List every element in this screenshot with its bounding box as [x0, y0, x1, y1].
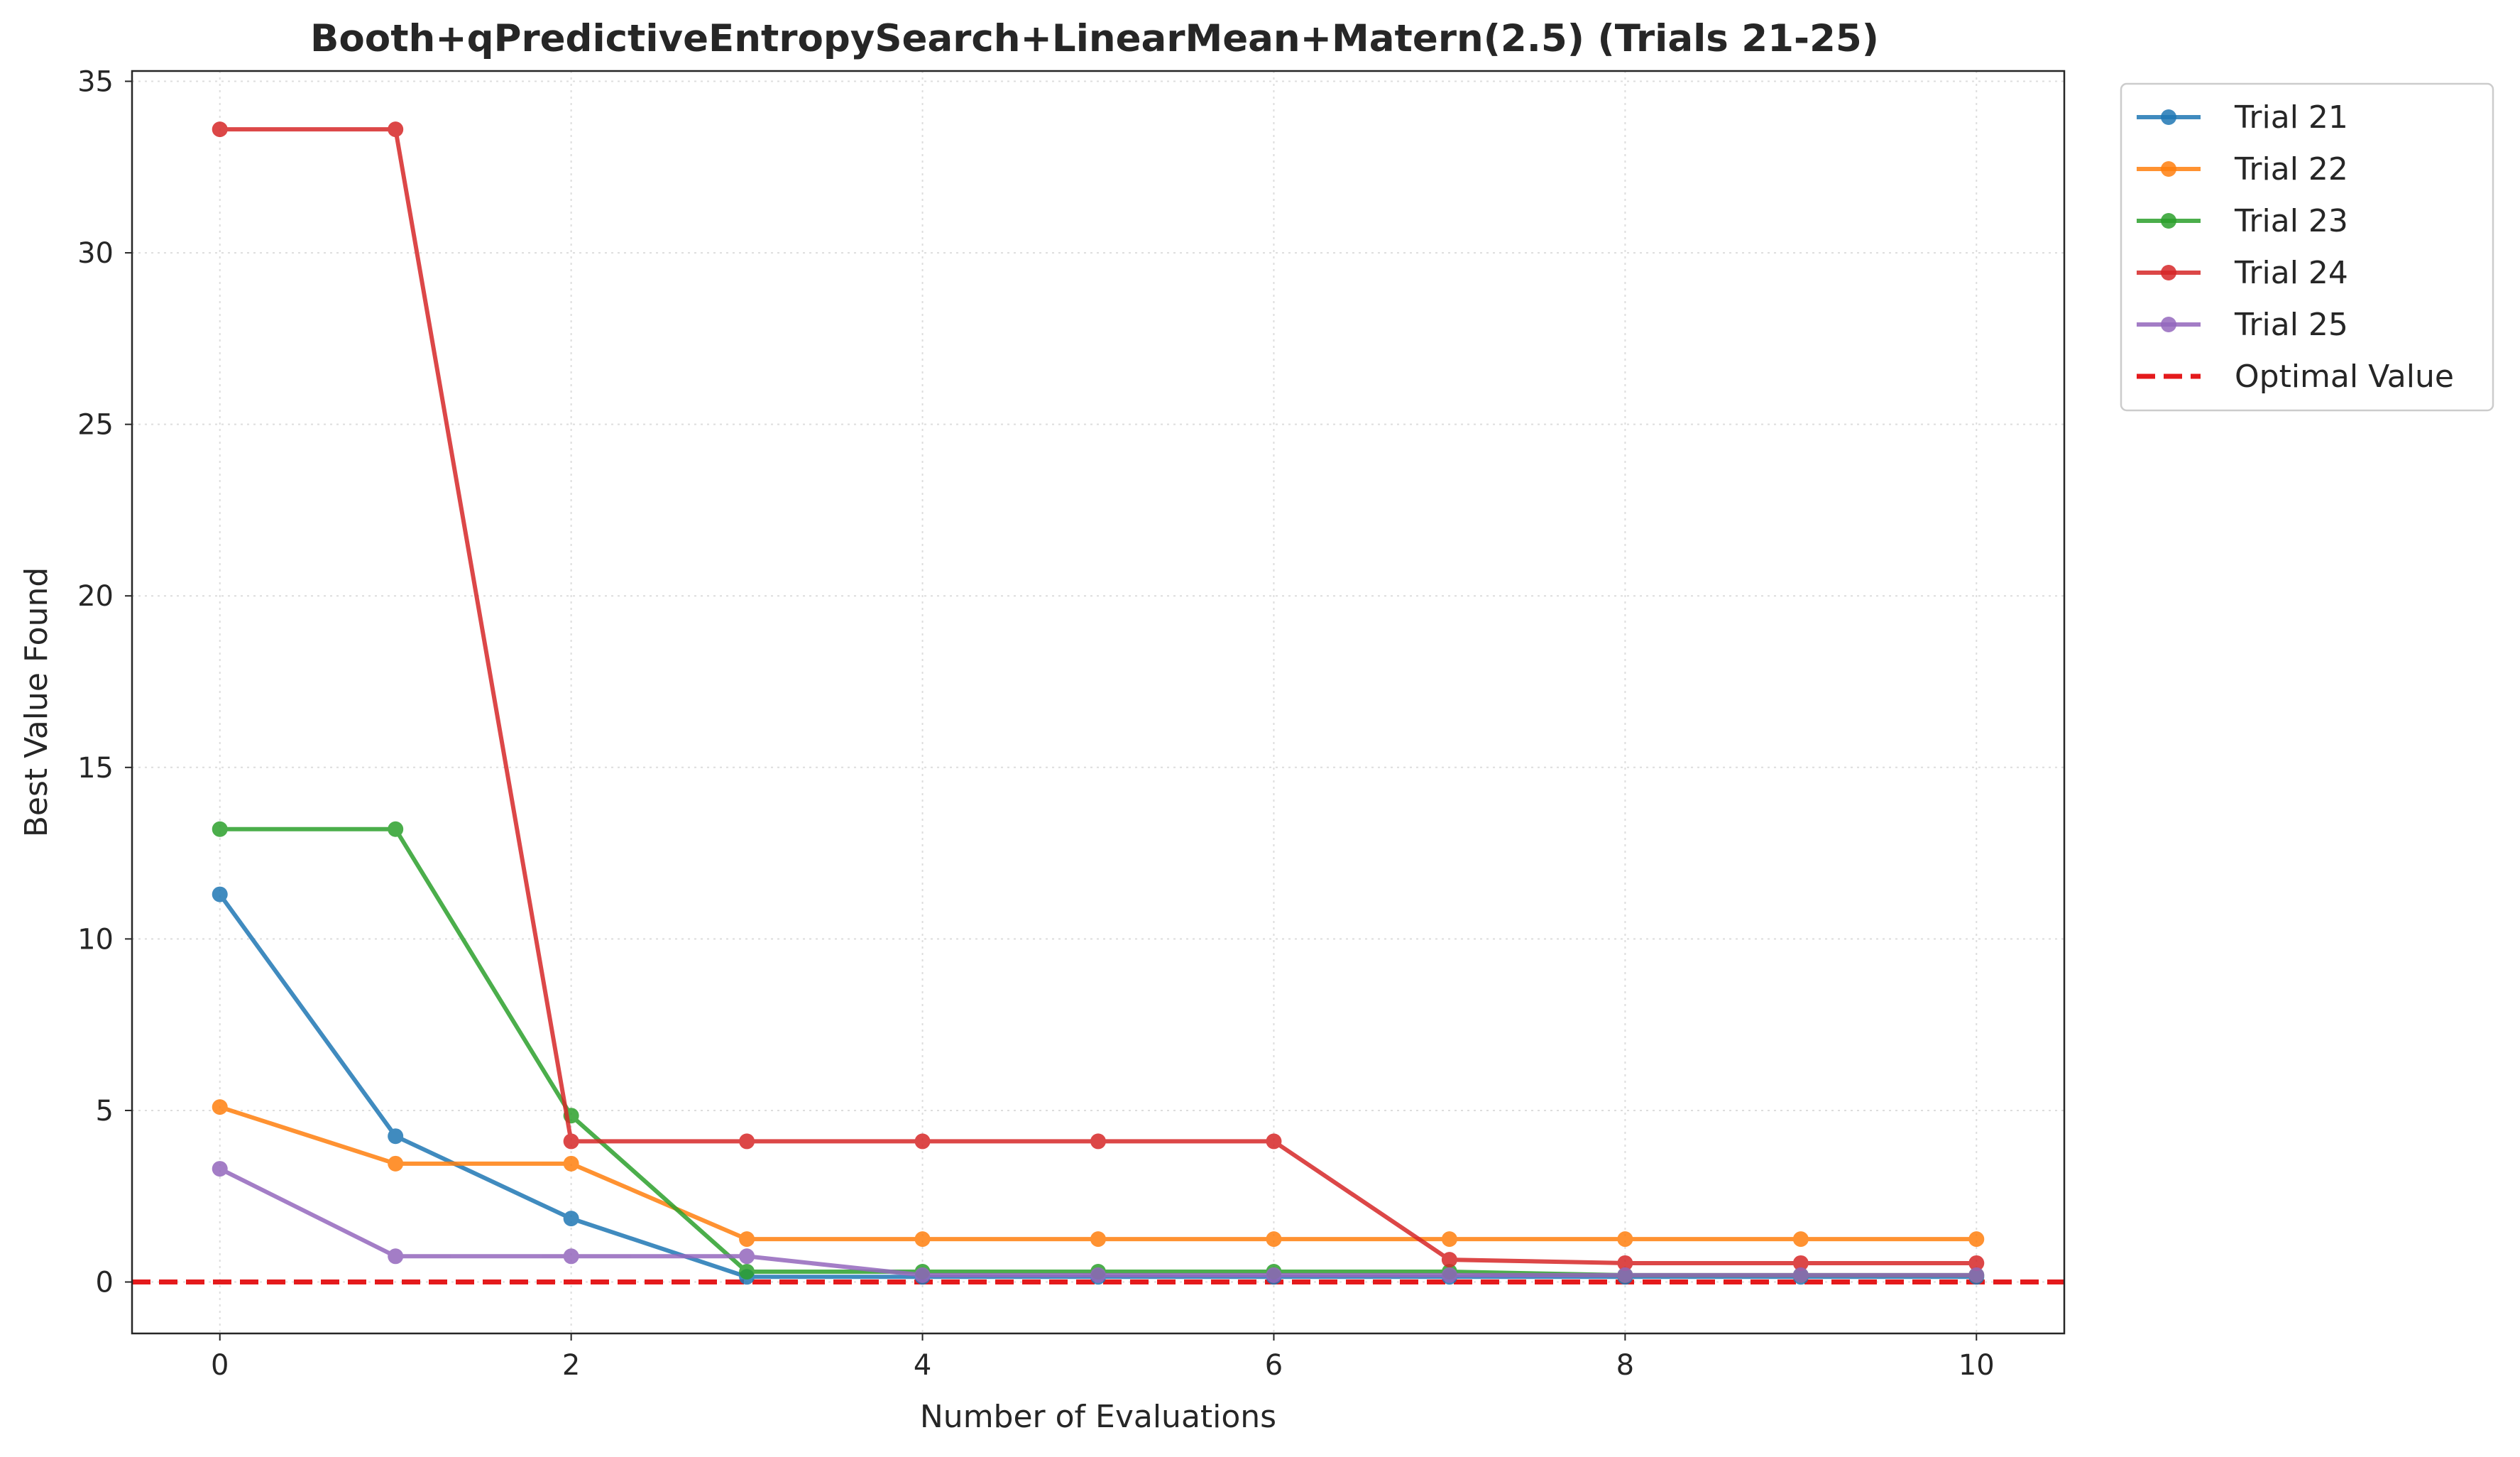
series-5-point-4	[914, 1267, 931, 1283]
series-2-point-10	[1968, 1231, 1985, 1248]
series-5-point-9	[1792, 1267, 1809, 1283]
series-2-point-9	[1792, 1231, 1809, 1248]
ticks: 0 2 4 6 8 10 0 5 10 15 20 25 30 35	[77, 65, 1995, 1382]
legend-entry-optimal: Optimal Value	[2137, 359, 2454, 395]
series-4-point-4	[914, 1133, 931, 1150]
legend-swatch-marker-2	[2161, 161, 2176, 177]
series-5-point-3	[739, 1248, 755, 1265]
x-tick-label-1: 2	[562, 1349, 580, 1382]
y-tick-label-1: 5	[96, 1095, 114, 1128]
series-4	[212, 121, 1985, 1271]
series-5-point-6	[1266, 1267, 1282, 1283]
plot-frame	[131, 70, 2066, 1335]
series-4-point-3	[739, 1133, 755, 1150]
x-tick-label-3: 6	[1265, 1349, 1283, 1382]
x-tick-label-0: 0	[211, 1349, 229, 1382]
series-5-point-8	[1617, 1267, 1633, 1283]
series-3-point-0	[212, 821, 228, 837]
series-5-point-10	[1968, 1267, 1985, 1283]
y-tick-label-0: 0	[96, 1267, 114, 1299]
series-3-point-3	[739, 1264, 755, 1280]
legend-label-optimal: Optimal Value	[2235, 359, 2454, 395]
legend-frame	[2120, 82, 2494, 412]
legend-swatch-marker-3	[2161, 213, 2176, 229]
series-4-point-10	[1968, 1255, 1985, 1271]
legend-label-4: Trial 24	[2234, 255, 2348, 291]
legend-entry-1: Trial 21	[2137, 99, 2348, 136]
legend-entry-5: Trial 25	[2137, 307, 2348, 343]
x-tick-label-4: 8	[1616, 1349, 1634, 1382]
series-2-point-6	[1266, 1231, 1282, 1248]
series-2-point-8	[1617, 1231, 1633, 1248]
legend-swatch-marker-1	[2161, 109, 2176, 125]
series-4-point-7	[1441, 1252, 1457, 1268]
legend-entry-2: Trial 22	[2137, 151, 2348, 187]
series-4-point-9	[1792, 1255, 1809, 1271]
series-4-point-1	[388, 121, 404, 138]
series-5-point-7	[1441, 1267, 1457, 1283]
legend-label-5: Trial 25	[2234, 307, 2348, 343]
series-4-point-5	[1090, 1133, 1106, 1150]
series-1-point-0	[212, 886, 228, 902]
legend-entry-4: Trial 24	[2137, 255, 2348, 291]
series-1-point-2	[563, 1211, 579, 1227]
series-layer	[212, 121, 1985, 1285]
legend: Trial 21 Trial 22 Trial 23 Trial 24 Trial 25…	[2120, 82, 2494, 412]
series-2-point-5	[1090, 1231, 1106, 1248]
legend-entry-3: Trial 23	[2137, 203, 2348, 239]
y-tick-label-4: 20	[77, 580, 114, 613]
y-tick-label-2: 10	[77, 923, 114, 956]
legend-swatch-marker-4	[2161, 265, 2176, 280]
series-2-point-3	[739, 1231, 755, 1248]
series-5	[212, 1161, 1985, 1283]
series-2-point-0	[212, 1099, 228, 1115]
chart-title: Booth+qPredictiveEntropySearch+LinearMea…	[310, 17, 1879, 60]
series-5-point-2	[563, 1248, 579, 1265]
series-2-point-1	[388, 1155, 404, 1172]
y-axis-label: Best Value Found	[18, 567, 55, 838]
series-1-point-1	[388, 1128, 404, 1145]
series-3-point-1	[388, 821, 404, 837]
series-5-point-0	[212, 1161, 228, 1177]
legend-label-3: Trial 23	[2234, 203, 2348, 239]
legend-swatch-marker-5	[2161, 317, 2176, 332]
series-4-point-2	[563, 1133, 579, 1150]
series-2-point-7	[1441, 1231, 1457, 1248]
y-tick-label-6: 30	[77, 237, 114, 270]
y-tick-label-3: 15	[77, 752, 114, 785]
series-5-point-1	[388, 1248, 404, 1265]
series-2-point-2	[563, 1155, 579, 1172]
series-4-point-0	[212, 121, 228, 138]
legend-label-2: Trial 22	[2234, 151, 2348, 187]
x-axis-label: Number of Evaluations	[920, 1399, 1276, 1435]
series-2-point-4	[914, 1231, 931, 1248]
x-tick-label-5: 10	[1959, 1349, 1995, 1382]
x-tick-label-2: 4	[914, 1349, 931, 1382]
series-4-point-8	[1617, 1255, 1633, 1271]
series-2	[212, 1099, 1985, 1248]
y-tick-label-7: 35	[77, 65, 114, 98]
legend-label-1: Trial 21	[2234, 99, 2348, 136]
y-tick-label-5: 25	[77, 409, 114, 442]
series-4-point-6	[1266, 1133, 1282, 1150]
series-5-point-5	[1090, 1267, 1106, 1283]
